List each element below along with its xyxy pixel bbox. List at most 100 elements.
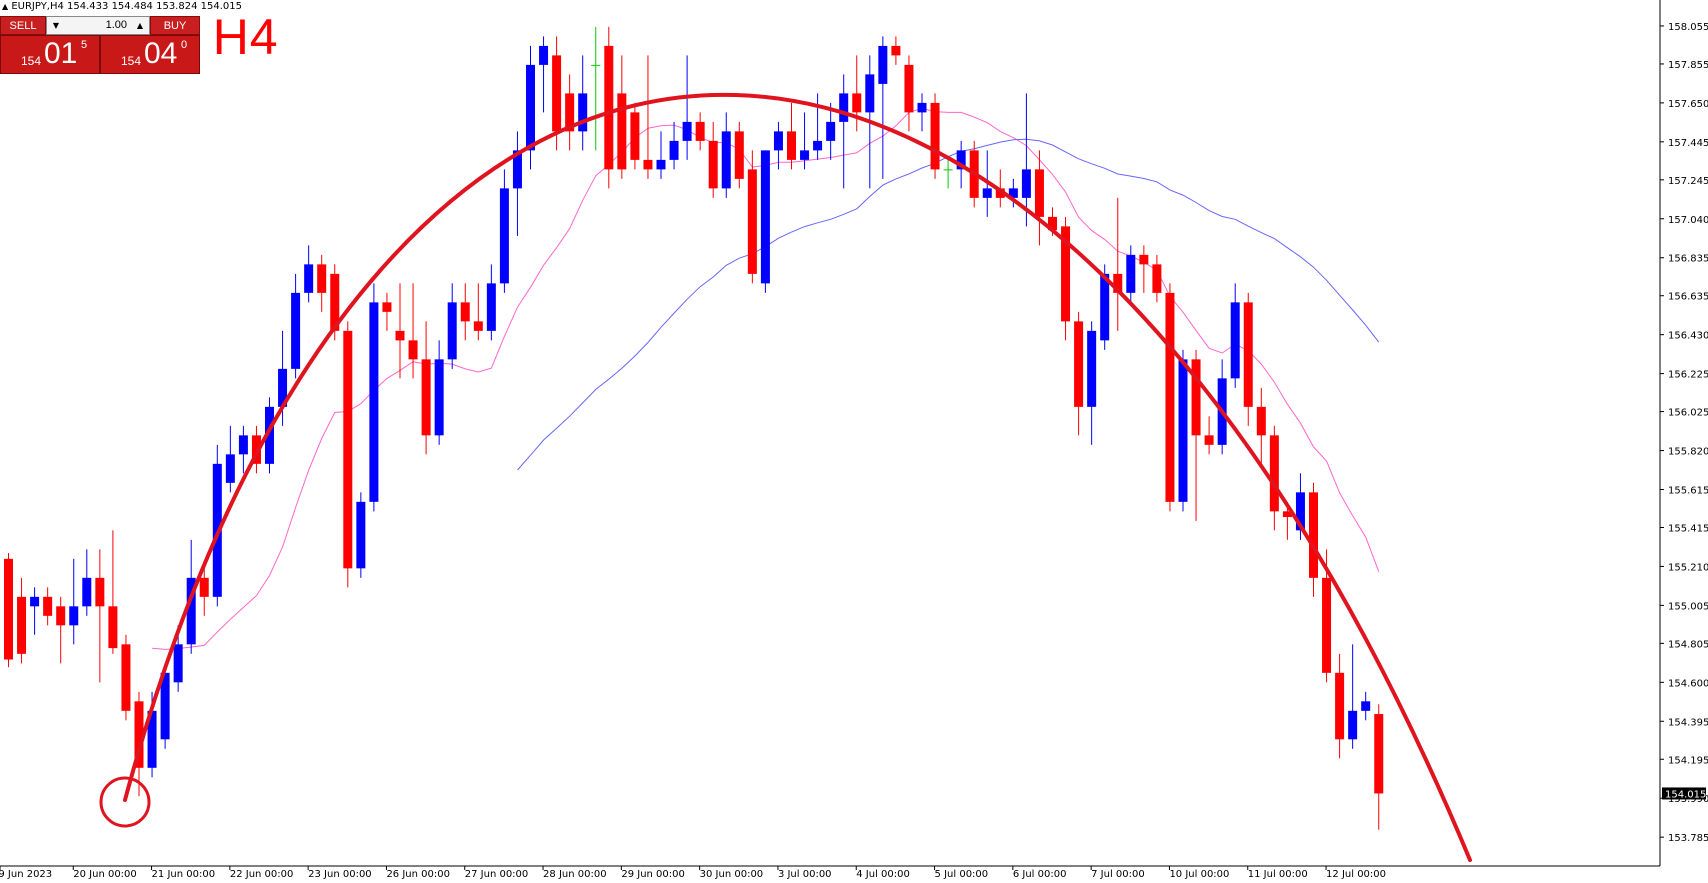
candle-body — [552, 55, 562, 132]
candle-body — [1100, 273, 1110, 341]
current-price-box — [1662, 787, 1706, 800]
candle-body — [1322, 577, 1332, 673]
candle-body — [1191, 359, 1201, 436]
candle-body — [4, 558, 13, 660]
candle-body — [773, 131, 783, 151]
candle-body — [30, 596, 40, 607]
buy-price-fraction: 0 — [181, 39, 188, 51]
x-tick-label: 23 Jun 00:00 — [308, 869, 372, 880]
candle-body — [382, 302, 392, 312]
candle-body — [1335, 672, 1345, 740]
candle-body — [121, 644, 131, 711]
y-tick-label: 156.430 — [1668, 331, 1708, 342]
candle-body — [304, 264, 314, 293]
candle-body — [512, 150, 522, 189]
candle-body — [630, 112, 640, 160]
x-tick-label: 28 Jun 00:00 — [543, 869, 607, 880]
y-tick-label: 157.650 — [1668, 99, 1708, 110]
bottom-circle-drawing — [99, 776, 151, 828]
candle-body — [43, 596, 53, 616]
candle-body — [695, 121, 705, 141]
candle-body — [1269, 435, 1279, 512]
candle-body — [343, 330, 353, 569]
lot-increase-icon[interactable]: ▲ — [136, 21, 144, 30]
current-price-label: 154.015 — [1665, 789, 1706, 800]
buy-button[interactable]: BUY — [150, 16, 200, 35]
candle-body — [669, 140, 679, 160]
candle-body — [56, 606, 66, 626]
y-tick-label: 154.395 — [1668, 717, 1708, 728]
candle-body — [473, 321, 483, 331]
y-tick-label: 154.195 — [1668, 755, 1708, 766]
candle-body — [317, 264, 327, 293]
y-tick-label: 154.805 — [1668, 639, 1708, 650]
candle-body — [891, 45, 901, 56]
candle-body — [1178, 359, 1188, 502]
candle-body — [17, 596, 27, 654]
candle-body — [330, 273, 340, 331]
candle-body — [526, 64, 535, 151]
y-tick-label: 156.225 — [1668, 370, 1708, 381]
x-tick-label: 12 Jul 00:00 — [1326, 869, 1386, 880]
y-tick-label: 155.005 — [1668, 601, 1708, 612]
x-tick-label: 7 Jul 00:00 — [1091, 869, 1145, 880]
candle-body — [1021, 169, 1031, 198]
symbol-header: ▲ EURJPY,H4 154.433 154.484 153.824 154.… — [2, 1, 242, 12]
candle-body — [1230, 302, 1240, 379]
candle-body — [69, 606, 79, 626]
candle-body — [734, 131, 744, 179]
y-tick-label: 155.820 — [1668, 447, 1708, 458]
y-tick-label: 157.245 — [1668, 176, 1708, 187]
sell-button[interactable]: SELL — [0, 16, 46, 35]
candle-body — [486, 283, 496, 331]
x-tick-label: 29 Jun 00:00 — [621, 869, 685, 880]
candle-body — [904, 64, 914, 113]
candle-body — [930, 102, 940, 170]
candle-body — [865, 74, 875, 113]
candle-body — [708, 140, 718, 189]
trend-arc-drawing — [123, 92, 1472, 862]
candle-body — [982, 188, 992, 198]
candle-body — [1061, 226, 1071, 322]
candle-body — [1126, 254, 1136, 293]
candle-body — [1034, 169, 1044, 217]
y-tick-label: 153.990 — [1668, 794, 1708, 805]
collapse-triangle-icon[interactable]: ▲ — [2, 2, 9, 11]
x-tick-label: 11 Jul 00:00 — [1248, 869, 1308, 880]
candle-body — [826, 121, 836, 141]
candle-body — [591, 64, 601, 66]
lot-size-field[interactable]: ▼ 1.00 ▲ — [46, 16, 150, 35]
y-tick-label: 155.415 — [1668, 523, 1708, 534]
candle-body — [1243, 302, 1253, 407]
candle-body — [421, 359, 431, 436]
x-tick-label: 10 Jul 00:00 — [1169, 869, 1229, 880]
sell-price-main: 01 — [44, 37, 78, 70]
lot-size-value[interactable]: 1.00 — [105, 19, 127, 31]
candle-body — [1152, 264, 1162, 293]
sell-price-button[interactable]: 154 01 5 — [0, 35, 100, 74]
candle-body — [617, 93, 627, 170]
one-click-trading-panel: SELL ▼ 1.00 ▲ BUY 154 01 5 154 04 0 — [0, 16, 200, 74]
x-tick-label: 21 Jun 00:00 — [152, 869, 216, 880]
x-tick-label: 22 Jun 00:00 — [230, 869, 294, 880]
lot-decrease-icon[interactable]: ▼ — [52, 21, 60, 30]
candle-body — [1295, 492, 1305, 531]
candle-body — [1374, 714, 1384, 794]
candle-body — [917, 102, 927, 113]
candle-body — [160, 672, 170, 740]
candle-body — [1087, 330, 1097, 407]
candle-body — [956, 150, 966, 170]
candle-body — [1256, 406, 1266, 436]
buy-price-button[interactable]: 154 04 0 — [100, 35, 200, 74]
candle-body — [447, 302, 457, 360]
sell-price-fraction: 5 — [81, 39, 88, 51]
candle-body — [565, 93, 575, 132]
y-tick-label: 158.055 — [1668, 22, 1708, 33]
candle-body — [1139, 254, 1149, 265]
symbol-quote-line: EURJPY,H4 154.433 154.484 153.824 154.01… — [11, 1, 242, 12]
x-tick-label: 27 Jun 00:00 — [465, 869, 529, 880]
candle-body — [186, 577, 196, 645]
candle-body — [134, 701, 144, 768]
candle-body — [1113, 273, 1123, 293]
